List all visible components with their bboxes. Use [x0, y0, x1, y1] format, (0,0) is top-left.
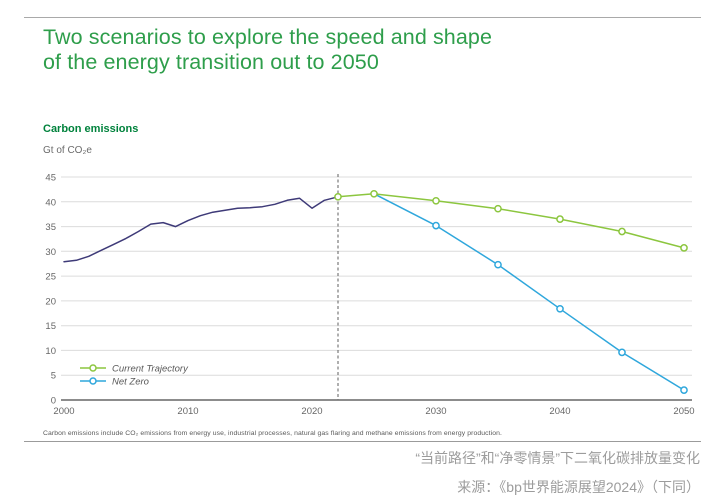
legend-label: Net Zero [112, 377, 149, 388]
legend-item-current-trajectory: Current Trajectory [80, 364, 189, 375]
legend-marker-swatch [89, 377, 97, 385]
series-line-history [63, 196, 339, 263]
caption-chinese-chart-title: “当前路径”和“净零情景”下二氧化碳排放量变化 [415, 450, 700, 466]
series-line-net-zero [373, 193, 685, 391]
data-point-marker [618, 227, 626, 236]
y-tick-label: 5 [51, 371, 56, 382]
page-title: Two scenarios to explore the speed and s… [43, 25, 492, 75]
series-markers-net-zero [432, 221, 688, 394]
x-tick-label: 2000 [53, 406, 74, 417]
data-point-marker [556, 215, 564, 223]
y-tick-label: 30 [45, 247, 56, 258]
data-point-marker [618, 348, 626, 357]
data-point-marker [494, 204, 502, 213]
y-tick-label: 10 [45, 346, 56, 357]
page-title-line1: Two scenarios to explore the speed and s… [43, 25, 493, 49]
data-point-marker [370, 189, 378, 198]
caption-source: 来源：《bp世界能源展望2024》（下同） [457, 479, 700, 495]
data-point-marker [556, 304, 564, 313]
data-point-marker [680, 244, 688, 252]
data-point-marker [494, 260, 502, 269]
y-tick-label: 0 [51, 396, 56, 407]
x-tick-label: 2020 [301, 406, 322, 417]
chart-panel-label: Carbon emissions [43, 123, 139, 135]
legend-marker-swatch [89, 364, 97, 372]
y-tick-label: 40 [45, 197, 56, 208]
chart-footnote: Carbon emissions include CO₂ emissions f… [43, 430, 502, 437]
x-tick-label: 2030 [425, 406, 446, 417]
y-tick-label: 20 [45, 296, 56, 307]
legend-item-net-zero: Net Zero [80, 377, 149, 388]
y-tick-label: 45 [45, 173, 56, 184]
y-tick-label: 15 [45, 321, 56, 332]
x-tick-label: 2040 [549, 406, 570, 417]
data-point-marker [334, 192, 342, 201]
data-point-marker [432, 221, 440, 230]
y-tick-label: 25 [45, 272, 56, 283]
series-markers-current-trajectory [334, 189, 688, 252]
x-tick-label: 2050 [673, 406, 694, 417]
carbon-emissions-line-chart: 0 5 10 15 20 25 30 35 40 45 2000 2010 2020 2030 2040 20… [45, 173, 694, 418]
page-title-line2: of the energy transition out to 2050 [43, 50, 379, 74]
y-axis-unit-label: Gt of CO₂e [43, 145, 92, 156]
legend-label: Current Trajectory [112, 364, 189, 375]
top-divider [24, 17, 701, 18]
data-point-marker [432, 196, 440, 205]
y-tick-label: 35 [45, 222, 56, 233]
x-tick-label: 2010 [177, 406, 198, 417]
axes-and-gridlines: 0 5 10 15 20 25 30 35 40 45 2000 2010 2020 2030 2040 20… [45, 173, 694, 418]
bottom-divider [24, 441, 701, 442]
data-point-marker [680, 386, 688, 394]
